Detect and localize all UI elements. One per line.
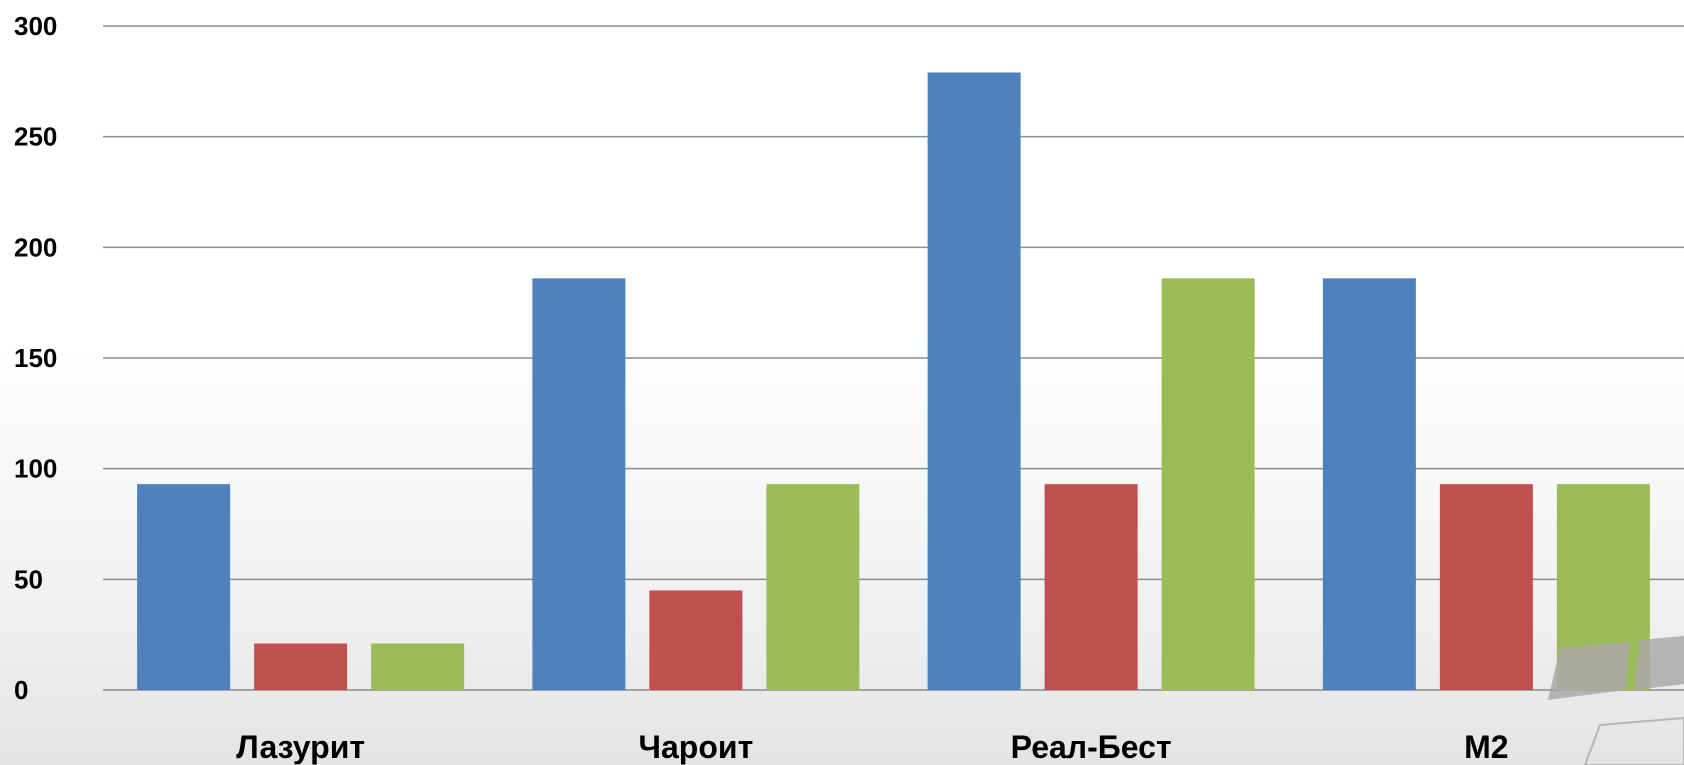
bar bbox=[1323, 278, 1416, 690]
x-axis-category-labels: Лазурит Чароит Реал-Бест М2 bbox=[236, 729, 1508, 765]
category-label: Чароит bbox=[639, 729, 754, 765]
decorative-logo bbox=[1548, 636, 1684, 765]
y-tick-label: 150 bbox=[14, 343, 57, 373]
y-tick-label: 200 bbox=[14, 232, 57, 262]
bar bbox=[649, 590, 742, 690]
bar bbox=[254, 644, 347, 690]
y-axis-tick-labels: 0 50 100 150 200 250 300 bbox=[14, 11, 57, 705]
bar bbox=[1440, 484, 1533, 690]
y-tick-label: 0 bbox=[14, 675, 28, 705]
y-tick-label: 300 bbox=[14, 11, 57, 41]
bar bbox=[766, 484, 859, 690]
y-tick-label: 250 bbox=[14, 122, 57, 152]
category-label: Реал-Бест bbox=[1011, 729, 1172, 765]
bars bbox=[137, 72, 1650, 690]
category-label: М2 bbox=[1464, 729, 1508, 765]
category-label: Лазурит bbox=[236, 729, 365, 765]
bar bbox=[928, 72, 1021, 690]
bar bbox=[532, 278, 625, 690]
bar bbox=[371, 644, 464, 690]
bar bbox=[137, 484, 230, 690]
bar bbox=[1045, 484, 1138, 690]
y-tick-label: 100 bbox=[14, 454, 57, 484]
y-tick-label: 50 bbox=[14, 564, 43, 594]
bar bbox=[1162, 278, 1255, 690]
